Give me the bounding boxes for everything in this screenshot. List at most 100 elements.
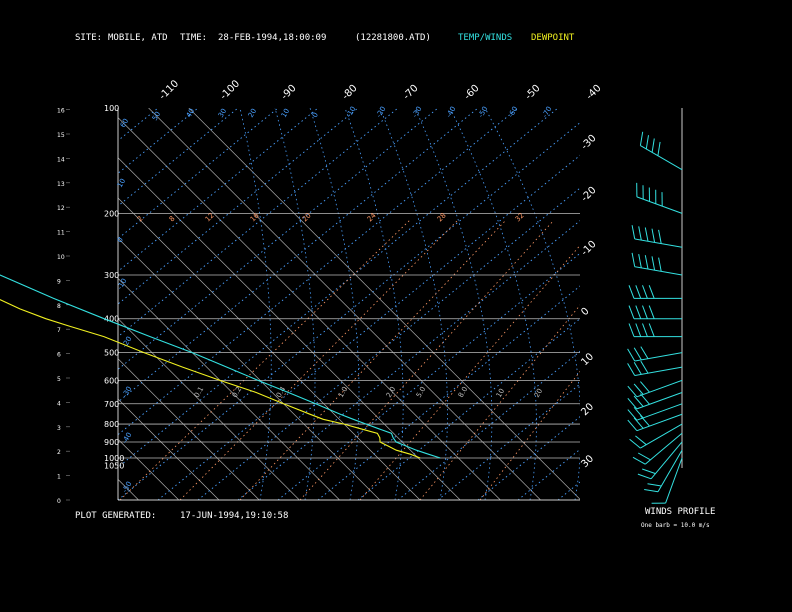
dry-adiabat-label-2: 40 [185, 107, 196, 119]
wind-barb-300-3 [651, 256, 656, 271]
isotherm-40 [188, 108, 580, 500]
dry-adiabat-label-7: -10 [345, 105, 358, 119]
wind-barb-250-2 [644, 227, 649, 242]
moist-adiabat [239, 108, 272, 500]
wind-barb-650-1 [633, 395, 644, 407]
isobar-label-500: 500 [104, 349, 119, 358]
wind-barb-550-2 [640, 360, 649, 374]
isotherm-20 [118, 117, 501, 500]
isotherm-label--20: -20 [579, 185, 598, 204]
wind-barb-950-1 [647, 483, 662, 487]
dry-adiabat [118, 108, 159, 142]
mixing-ratio-label-8: 8 [168, 215, 177, 224]
header-site-value: MOBILE, ATD [108, 33, 168, 43]
wind-barb-250-3 [651, 228, 656, 243]
wind-barb-staff-200 [636, 196, 683, 214]
legend-dewpoint: DEWPOINT [531, 33, 575, 43]
dry-adiabat [317, 285, 580, 500]
wind-barb-750-2 [640, 415, 650, 427]
dry-adiabat-left-label-5: -40 [121, 431, 134, 445]
wind-barb-750-0 [627, 419, 638, 432]
wind-barb-350-3 [648, 285, 655, 299]
dry-adiabat [118, 108, 319, 272]
wind-barb-950-0 [644, 489, 659, 493]
temperature-line [0, 274, 441, 459]
mixing-ratio-label-32: 32 [514, 211, 526, 223]
height-label-5: 5 [57, 376, 61, 383]
moist-adiabat [449, 108, 537, 500]
wind-barb-850-0 [632, 456, 646, 465]
wind-barb-150-0 [639, 131, 644, 146]
mixing-ratio-line [299, 219, 555, 500]
dry-adiabat-label-9: -30 [411, 105, 424, 119]
dry-adiabat [0, 108, 38, 500]
isotherm-label--10: -10 [579, 239, 598, 258]
dry-adiabat [357, 318, 580, 500]
mixing-ratio-lower-label-6: 8.0 [457, 385, 469, 399]
mixing-ratio-lower-label-5: 5.0 [415, 385, 427, 399]
isotherm-label--70: -70 [401, 83, 420, 102]
dry-adiabat-left-label-1: 0 [116, 236, 125, 244]
moist-adiabat [379, 108, 448, 500]
wind-barb-staff-550 [634, 366, 683, 376]
header-time-label: TIME: [180, 33, 208, 43]
wind-barb-450-2 [642, 323, 648, 337]
dry-adiabat-label-13: -70 [541, 105, 554, 119]
mixing-ratio-lower-label-0: 0.1 [193, 385, 205, 399]
dry-adiabat-label-6: 0 [311, 111, 320, 119]
mixing-ratio-line [239, 219, 507, 500]
wind-barb-850-1 [637, 452, 651, 461]
dry-adiabat-label-12: -60 [507, 105, 520, 119]
dry-adiabat-label-8: -20 [375, 105, 388, 119]
winds-profile-title: WINDS PROFILE [645, 507, 716, 517]
wind-barb-staff-950 [657, 449, 683, 493]
wind-barb-staff-150 [640, 145, 683, 171]
barb-note: One barb = 10.0 m/s [641, 522, 710, 529]
header-site-label: SITE: [75, 33, 103, 43]
moist-adiabat [309, 108, 360, 500]
dry-adiabat [118, 108, 279, 240]
mixing-ratio-lower-label-7: 10 [495, 387, 506, 399]
height-label-8: 8 [57, 303, 61, 310]
dry-adiabat [157, 154, 580, 500]
dry-adiabat [557, 481, 580, 500]
wind-barb-250-1 [638, 226, 642, 241]
wind-barb-staff-800 [640, 423, 683, 449]
dry-adiabat-label-10: -40 [445, 105, 458, 119]
dry-adiabat [197, 187, 580, 500]
wind-barb-staff-850 [644, 432, 683, 465]
wind-barb-staff-750 [636, 413, 683, 432]
dry-adiabat-label-1: 50 [151, 110, 162, 122]
wind-barb-900-0 [637, 473, 652, 480]
mixing-ratio-label-20: 20 [301, 211, 313, 223]
isobar-label-300: 300 [104, 271, 119, 280]
isobar-label-600: 600 [104, 376, 119, 385]
wind-barb-750-1 [633, 417, 644, 429]
dry-adiabat-left-label-3: -20 [121, 335, 134, 349]
isotherm-10 [118, 157, 461, 500]
height-label-6: 6 [57, 352, 61, 359]
dry-adiabat [397, 350, 580, 500]
wind-barb-700-0 [627, 409, 638, 421]
mixing-ratio-line [359, 244, 580, 500]
plot-area [0, 108, 580, 500]
dry-adiabat [477, 416, 580, 500]
wind-barb-150-1 [645, 135, 649, 150]
isotherm-0 [118, 197, 421, 500]
mixing-ratio-line [419, 304, 580, 500]
footer-generated-value: 17-JUN-1994,19:10:58 [180, 511, 289, 521]
header-time-value: 28-FEB-1994,18:00:09 [218, 33, 327, 43]
mixing-ratio-line [479, 370, 580, 500]
wind-barb-250-0 [631, 225, 636, 239]
wind-barb-550-0 [627, 363, 636, 376]
isotherm-label--30: -30 [579, 133, 598, 152]
wind-barb-300-0 [631, 252, 636, 267]
isobar-label-800: 800 [104, 420, 119, 429]
isotherm-label--100: -100 [218, 78, 242, 102]
mixing-ratio-lower-label-4: 2.0 [385, 385, 397, 399]
mixing-ratio-label-24: 24 [366, 211, 378, 223]
header-file: (12281800.ATD) [355, 33, 431, 43]
height-label-4: 4 [57, 400, 61, 407]
isotherm--80 [0, 108, 98, 500]
wind-barb-staff-250 [634, 238, 683, 248]
